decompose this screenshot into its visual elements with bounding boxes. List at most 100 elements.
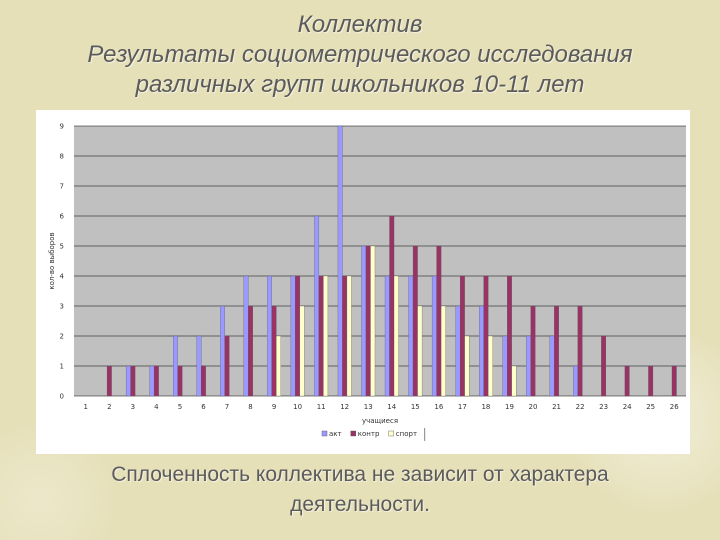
x-tick-label: 5	[178, 403, 182, 411]
y-tick-labels: 0 1 2 3 4 5 6 7 8 9	[60, 123, 65, 401]
bar-акт-9	[267, 275, 272, 397]
x-tick-label: 21	[552, 403, 561, 411]
bar-акт-5	[173, 335, 178, 397]
y-axis-label: кол-во выборов	[48, 232, 56, 289]
bar-акт-21	[549, 335, 555, 397]
bar-контр-26	[671, 365, 677, 397]
legend-label-спорт: спорт	[396, 430, 417, 438]
x-tick-label: 7	[225, 403, 229, 411]
slide-title: Коллектив Результаты социометрического и…	[0, 10, 720, 100]
bar-контр-2	[106, 365, 112, 397]
bar-контр-6	[201, 365, 206, 397]
bar-акт-12	[337, 125, 343, 397]
x-tick-label: 19	[505, 403, 514, 411]
bar-акт-7	[220, 305, 225, 397]
bar-спорт-9	[276, 335, 281, 397]
bar-контр-9	[271, 305, 277, 397]
bar-контр-8	[248, 305, 253, 397]
bar-контр-3	[130, 365, 136, 397]
bar-акт-10	[290, 275, 296, 397]
bar-контр-11	[318, 275, 324, 397]
bar-контр-10	[295, 275, 301, 397]
bar-контр-25	[648, 365, 654, 397]
bar-контр-4	[153, 365, 159, 397]
x-tick-label: 4	[154, 403, 159, 411]
bar-спорт-17	[464, 335, 470, 397]
y-tick-label: 0	[60, 393, 64, 401]
x-tick-label: 17	[458, 403, 467, 411]
bar-контр-15	[412, 245, 418, 397]
x-tick-label: 26	[670, 403, 679, 411]
bar-акт-6	[196, 335, 202, 397]
bar-акт-22	[573, 365, 578, 397]
x-tick-label: 2	[107, 403, 111, 411]
x-tick-label: 22	[576, 403, 585, 411]
bar-акт-20	[526, 335, 531, 397]
legend-swatch-контр	[350, 430, 356, 437]
bar-акт-16	[431, 275, 437, 397]
conclusion-text: Сплоченность коллектива не зависит от ха…	[40, 460, 680, 520]
x-tick-label: 12	[340, 403, 349, 411]
bar-спорт-19	[511, 365, 517, 397]
x-tick-label: 18	[481, 403, 490, 411]
bar-акт-15	[408, 275, 414, 397]
bar-контр-14	[389, 215, 395, 397]
title-line-2: Результаты социометрического исследовани…	[87, 41, 633, 68]
x-tick-label: 6	[201, 403, 206, 411]
y-tick-label: 7	[60, 183, 64, 191]
bar-акт-11	[314, 215, 320, 397]
y-tick-label: 5	[60, 243, 64, 251]
bar-контр-23	[601, 335, 607, 397]
x-tick-label: 24	[623, 403, 632, 411]
bars	[106, 125, 677, 397]
x-tick-label: 23	[599, 403, 608, 411]
bar-акт-14	[384, 275, 390, 397]
bar-контр-22	[577, 305, 583, 397]
bar-контр-5	[177, 365, 183, 397]
y-tick-label: 1	[60, 363, 64, 371]
bar-спорт-13	[370, 245, 376, 397]
y-tick-label: 9	[60, 123, 64, 131]
y-tick-label: 6	[60, 213, 65, 221]
x-tick-label: 9	[272, 403, 276, 411]
bar-контр-18	[483, 275, 489, 397]
y-tick-label: 8	[60, 153, 64, 161]
x-tick-label: 15	[411, 403, 420, 411]
bar-спорт-18	[488, 335, 493, 397]
bar-контр-12	[342, 275, 348, 397]
bar-контр-13	[365, 245, 371, 397]
x-tick-label: 8	[248, 403, 252, 411]
legend: акт контр спорт	[321, 428, 426, 441]
legend-swatch-акт	[321, 430, 328, 437]
x-tick-label: 1	[84, 403, 88, 411]
y-tick-label: 4	[60, 273, 65, 281]
bar-контр-21	[554, 305, 559, 397]
y-tick-label: 2	[60, 333, 64, 341]
bar-контр-20	[530, 305, 536, 397]
x-tick-label: 16	[434, 403, 443, 411]
y-tick-label: 3	[60, 303, 64, 311]
bar-спорт-10	[299, 305, 305, 397]
bar-контр-24	[624, 365, 630, 397]
bar-спорт-11	[323, 275, 329, 397]
bar-спорт-12	[346, 275, 352, 397]
conclusion-line-1: Сплоченность коллектива не зависит от ха…	[111, 463, 609, 486]
legend-label-акт: акт	[329, 430, 342, 438]
x-tick-label: 3	[131, 403, 135, 411]
bar-спорт-15	[417, 305, 423, 397]
title-line-1: Коллектив	[297, 11, 423, 38]
bar-акт-18	[479, 305, 484, 397]
bar-акт-19	[502, 335, 508, 397]
title-line-3: различных групп школьников 10-11 лет	[135, 71, 585, 98]
bar-акт-17	[455, 305, 461, 397]
x-tick-label: 13	[364, 403, 373, 411]
bar-акт-4	[149, 365, 155, 397]
bar-акт-3	[125, 365, 131, 397]
plot-area	[74, 126, 686, 396]
x-tick-labels: 1 2 3 4 5 6 7 8 9 10 11 12 13 14 15 16 17 18 19 20 21 22 23 24 2…	[84, 403, 680, 411]
legend-swatch-спорт	[388, 430, 394, 437]
bar-акт-8	[243, 275, 249, 397]
x-axis-label: учащиеся	[362, 417, 398, 425]
